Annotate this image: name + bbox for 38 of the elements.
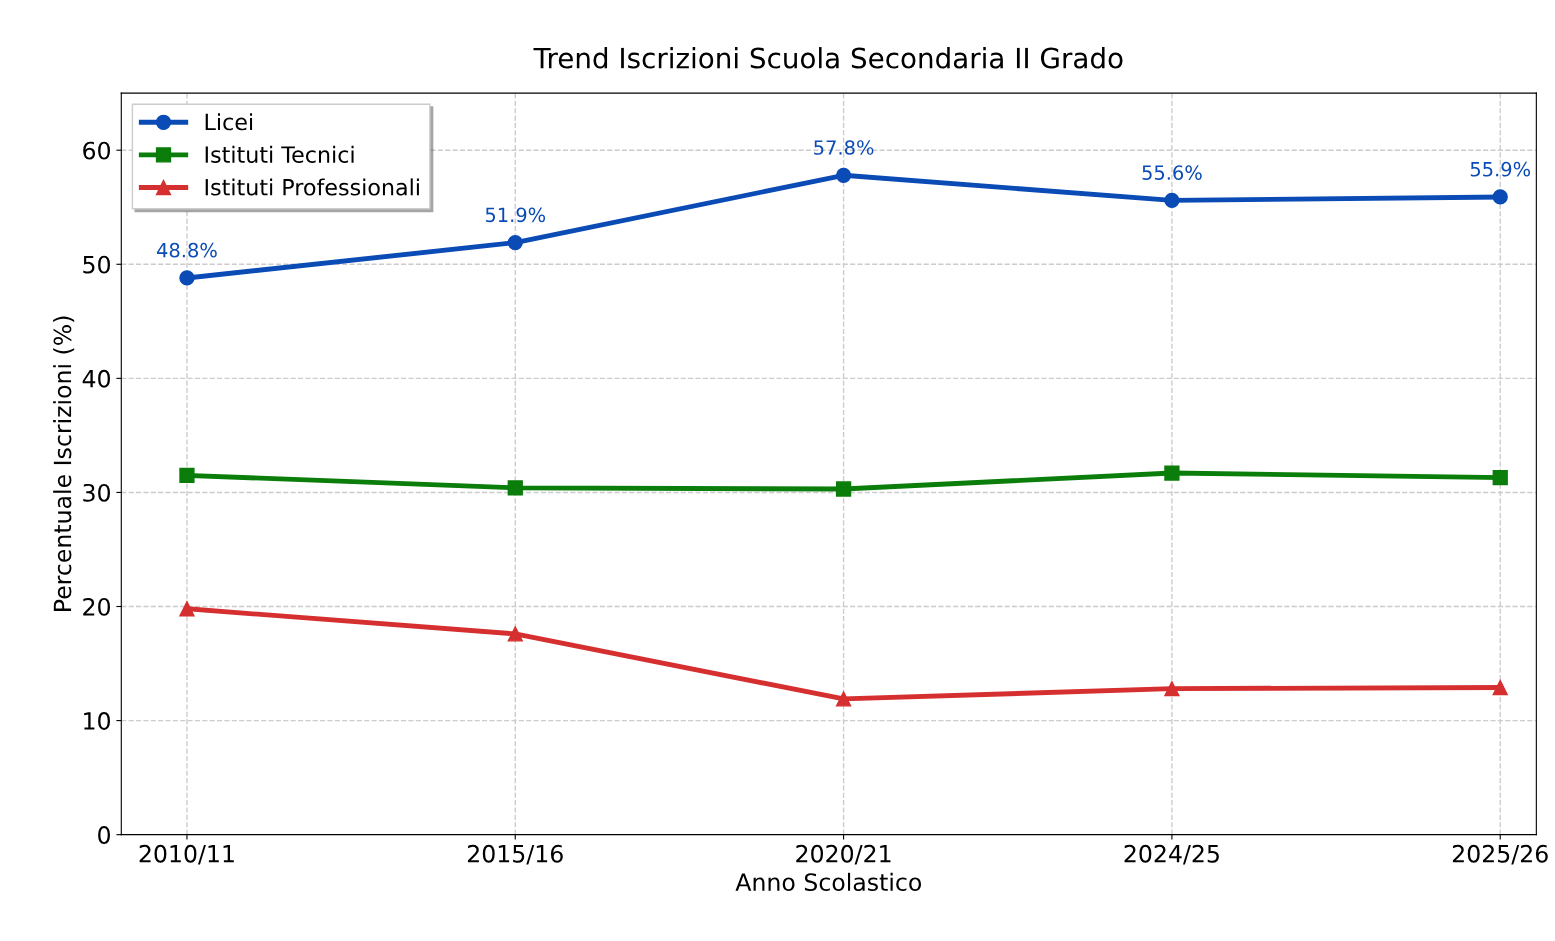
y-tick-label: 10 (84, 712, 110, 730)
data-label: 48.8% (157, 242, 217, 258)
point (507, 626, 523, 642)
chart-title: Trend Iscrizioni Scuola Secondaria II Grado (533, 47, 1123, 69)
legend-label: Istituti Tecnici (205, 145, 354, 163)
point (179, 601, 195, 617)
x-tick-label: 2024/25 (1124, 844, 1219, 865)
point (1492, 189, 1508, 205)
x-axis-title: Anno Scolastico (735, 872, 922, 892)
data-label: 55.6% (1142, 165, 1202, 180)
point (1164, 192, 1180, 209)
point (1492, 469, 1508, 486)
data-label: 57.8% (814, 140, 874, 155)
x-tick-label: 2020/21 (796, 844, 891, 865)
y-tick-label: 30 (83, 483, 110, 502)
x-tick-label: 2010/11 (139, 844, 234, 865)
y-tick-label: 20 (83, 597, 110, 616)
y-tick-label: 50 (83, 255, 110, 274)
point (179, 270, 195, 286)
data-label: 51.9% (485, 207, 546, 223)
point (507, 234, 523, 251)
legend-label: Licei (205, 113, 253, 131)
y-tick-label: 60 (83, 141, 110, 160)
x-tick-label: 2015/16 (467, 844, 563, 865)
y-tick-label: 40 (82, 369, 110, 388)
point (507, 480, 523, 496)
y-tick-label: 0 (98, 826, 110, 844)
x-tick-label: 2025/26 (1452, 844, 1548, 865)
point (179, 467, 195, 483)
point (1164, 465, 1180, 481)
data-label: 55.9% (1470, 161, 1531, 177)
y-axis-title: Percentuale Iscrizioni (%) (53, 316, 75, 611)
point (1164, 681, 1180, 697)
legend-label: Istituti Professionali (205, 178, 419, 196)
point (1492, 679, 1508, 696)
point (835, 481, 852, 497)
point (835, 691, 852, 707)
point (835, 167, 852, 183)
